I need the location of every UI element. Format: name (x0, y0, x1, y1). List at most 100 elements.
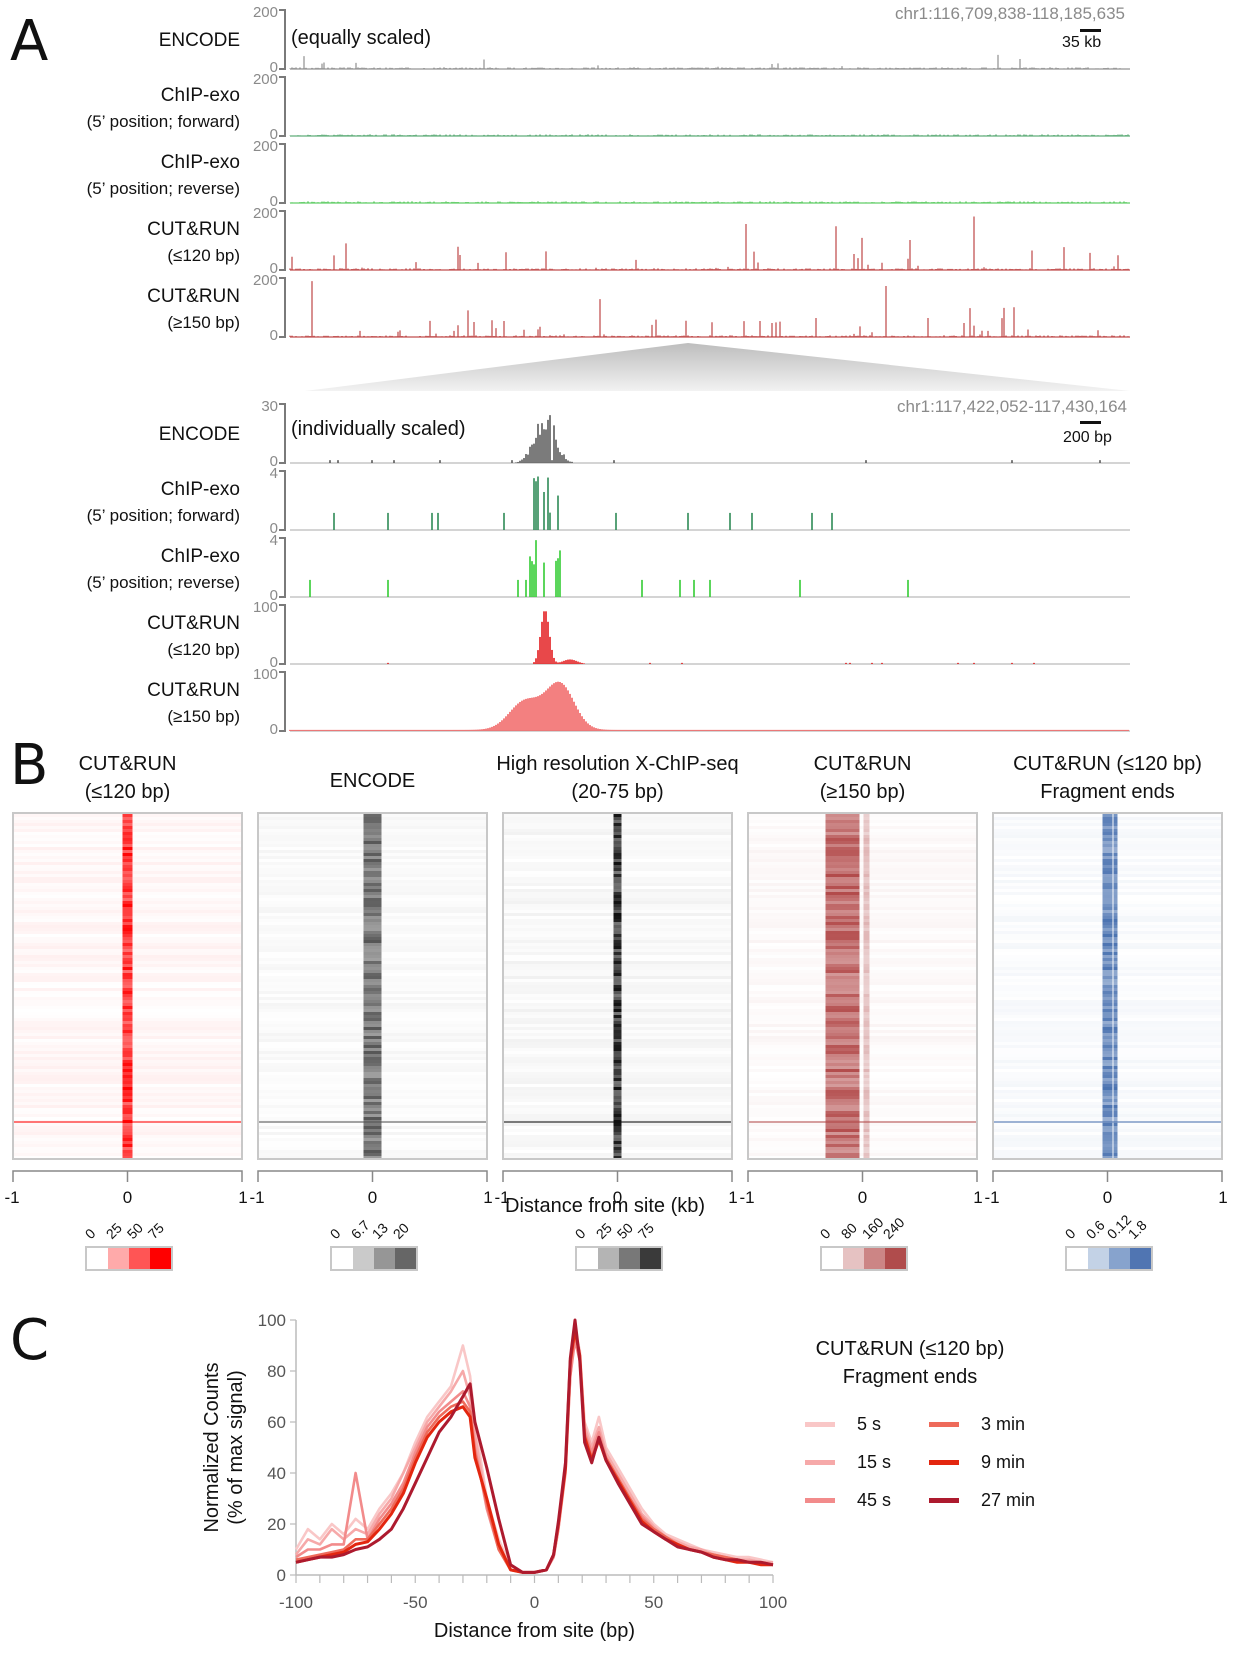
heatmap-row-signal (122, 865, 133, 868)
heatmap-row-signal (613, 973, 622, 976)
heatmap-row-signal (363, 979, 382, 982)
heatmap-row-signal (613, 1033, 622, 1036)
heatmap-row-signal (363, 973, 382, 976)
heatmap-row-bg (749, 1030, 976, 1033)
heatmap-row-signal (613, 1039, 622, 1042)
heatmap-row-signal (1102, 1024, 1113, 1027)
heatmap-row-signal (1113, 856, 1118, 859)
heatmap-row-signal (863, 1024, 870, 1027)
heatmap-row-signal (1113, 841, 1118, 844)
heatmap-row-signal (825, 1150, 860, 1153)
heatmap-row-signal (122, 841, 133, 844)
heatmap-row-bg (749, 1069, 976, 1072)
heatmap-row-signal (863, 1069, 870, 1072)
heatmap-row-signal (1113, 1075, 1118, 1078)
heatmap-row-bg (749, 889, 976, 892)
heatmap-x-axis-label: Distance from site (kb) (505, 1195, 706, 1217)
zoom-connector (305, 343, 1130, 391)
heatmap-row-signal (1113, 1012, 1118, 1015)
y-tick-label: 0 (277, 1566, 286, 1585)
heatmap-row-signal (863, 1123, 870, 1126)
heatmap-row-signal (122, 967, 133, 970)
heatmap-row-signal (1113, 988, 1118, 991)
heatmap-row-signal (1102, 826, 1113, 829)
legend-item: 45 s (805, 1490, 891, 1511)
heatmap-row-signal (863, 904, 870, 907)
heatmap-row-signal (613, 916, 622, 919)
colorbar-swatch (128, 1248, 150, 1269)
heatmap-axis-line (502, 1170, 733, 1182)
heatmap-row-signal (825, 1141, 860, 1144)
heatmap-row-signal (613, 958, 622, 961)
heatmap-row-signal (122, 934, 133, 937)
heatmap-row-signal (825, 907, 860, 910)
heatmap-row-signal (363, 997, 382, 1000)
heatmap-row-signal (1102, 1129, 1113, 1132)
heatmap-row-signal (863, 952, 870, 955)
heatmap-row-signal (363, 1036, 382, 1039)
heatmap-row-signal (122, 1144, 133, 1147)
heatmap-x-tick: 0 (1102, 1188, 1113, 1207)
heatmap-row-signal (1113, 970, 1118, 973)
heatmap-row-signal (863, 1102, 870, 1105)
heatmap-row-signal (363, 1099, 382, 1102)
heatmap-row-signal (1102, 1018, 1113, 1021)
heatmap-row-signal (613, 1024, 622, 1027)
zoom-track-subtitle: (5’ position; reverse) (86, 573, 240, 592)
heatmap-row-bg (749, 976, 976, 979)
heatmap-row-bg (749, 946, 976, 949)
heatmap-row-signal (363, 967, 382, 970)
heatmap-row-signal (613, 949, 622, 952)
heatmap-row-signal (363, 922, 382, 925)
heatmap-row-signal (1102, 1126, 1113, 1129)
x-tick-label: 0 (530, 1593, 539, 1612)
heatmap-row-signal (363, 835, 382, 838)
heatmap-row-bg (749, 1024, 976, 1027)
heatmap-row-signal (1113, 871, 1118, 874)
heatmap-row-signal (1113, 892, 1118, 895)
heatmap-row-signal (1113, 1033, 1118, 1036)
heatmap-row-signal (1102, 1063, 1113, 1066)
heatmap-row-signal (363, 976, 382, 979)
zoom-track-subtitle: (≤120 bp) (167, 640, 240, 659)
heatmap-row-signal (825, 943, 860, 946)
heatmap-row-signal (122, 1084, 133, 1087)
heatmap-row-signal (825, 922, 860, 925)
heatmap-row-signal (122, 994, 133, 997)
heatmap-row-signal (1102, 1096, 1113, 1099)
colorbar-swatch (107, 1248, 129, 1269)
heatmap-row-signal (363, 1123, 382, 1126)
heatmap-row-signal (613, 964, 622, 967)
zoom-ytick-max: 4 (269, 532, 278, 549)
heatmap-row-signal (1102, 1081, 1113, 1084)
heatmap-row-signal (1113, 976, 1118, 979)
heatmap-row-signal (863, 883, 870, 886)
heatmap-row-signal (1113, 1156, 1118, 1158)
heatmap-row-bg (749, 979, 976, 982)
heatmap-row-bg (749, 874, 976, 877)
colorbar-swatch (639, 1248, 661, 1269)
heatmap-row-signal (825, 934, 860, 937)
heatmap-row-signal (825, 838, 860, 841)
heatmap-row-signal (363, 1048, 382, 1051)
heatmap-row-signal (863, 979, 870, 982)
heatmap-row-bg (749, 820, 976, 823)
overview-tracks-svg (279, 9, 1130, 338)
zoom-ytick-min: 0 (269, 453, 278, 470)
heatmap-row-bg (749, 853, 976, 856)
zoom-track-name: ChIP-exo (160, 546, 240, 567)
heatmap-row-signal (122, 1102, 133, 1105)
heatmap-row-signal (1102, 1006, 1113, 1009)
heatmap-row-signal (122, 913, 133, 916)
heatmap-row-signal (613, 1045, 622, 1048)
heatmap-row-signal (363, 964, 382, 967)
heatmap-row-signal (1113, 982, 1118, 985)
heatmap-row-bg (749, 895, 976, 898)
heatmap-row-signal (613, 922, 622, 925)
heatmap-row-signal (825, 871, 860, 874)
heatmap-row-bg (749, 1072, 976, 1075)
heatmap-row-signal (363, 868, 382, 871)
heatmap-row-signal (363, 1009, 382, 1012)
heatmap-row-signal (1113, 1066, 1118, 1069)
heatmap-row-signal (1113, 1141, 1118, 1144)
